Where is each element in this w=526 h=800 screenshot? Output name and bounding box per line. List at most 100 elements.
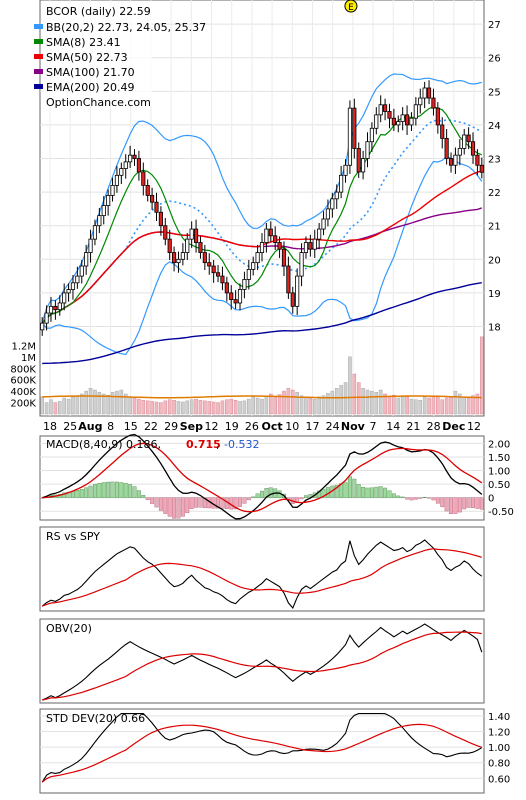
macd-histogram-bar xyxy=(365,487,370,498)
volume-bar xyxy=(273,396,277,415)
x-tick-label: 24 xyxy=(326,420,340,433)
candle-body xyxy=(356,148,361,173)
macd-histogram-bar xyxy=(238,497,242,507)
volume-bar xyxy=(119,389,124,415)
volume-bar xyxy=(172,400,176,415)
macd-histogram-bar xyxy=(62,492,67,498)
price-y-tick-label: 20 xyxy=(488,255,501,266)
volume-bar xyxy=(365,389,370,415)
macd-histogram-bar xyxy=(444,497,449,512)
x-tick-label: Dec xyxy=(442,420,465,433)
macd-histogram-bar xyxy=(391,493,396,498)
macd-histogram-bar xyxy=(457,497,462,513)
legend-swatch xyxy=(34,84,43,89)
legend-swatch xyxy=(34,54,43,59)
volume-bar xyxy=(225,399,229,415)
price-y-tick-label: 22 xyxy=(488,188,501,199)
candle-body xyxy=(189,228,194,240)
std-panel-frame xyxy=(39,708,485,794)
volume-bar xyxy=(356,382,361,415)
candle-body xyxy=(444,137,449,159)
candle-body xyxy=(229,292,234,301)
macd-histogram-bar xyxy=(435,497,440,504)
std-y-tick-label: 1.20 xyxy=(488,728,510,739)
macd-histogram-bar xyxy=(167,497,172,517)
volume-bar xyxy=(422,396,427,415)
volume-bar xyxy=(458,393,462,415)
volume-bar xyxy=(128,396,132,415)
candle-body xyxy=(136,158,141,173)
rs-panel: RS vs SPY xyxy=(41,530,483,610)
candle-body xyxy=(334,191,339,200)
volume-bar xyxy=(49,399,53,415)
candle-body xyxy=(106,195,111,206)
macd-histogram-bar xyxy=(471,497,475,508)
candle-body xyxy=(470,141,476,156)
volume-bar xyxy=(444,397,449,415)
macd-signal-value: 0.715 xyxy=(186,438,221,451)
macd-histogram-bar xyxy=(343,482,348,498)
macd-histogram-bar xyxy=(383,487,388,498)
candle-body xyxy=(255,252,260,264)
macd-histogram-bar xyxy=(387,490,392,498)
macd-histogram-bar xyxy=(304,495,308,498)
volume-bar xyxy=(466,397,471,415)
candle-body xyxy=(211,265,216,274)
macd-histogram-bar xyxy=(97,482,102,498)
price-legend: BCOR (daily) 22.59 BB(20,2) 22.73, 24.05,… xyxy=(34,2,206,109)
candle-body xyxy=(123,161,128,170)
macd-histogram-bar xyxy=(413,497,418,500)
macd-histogram-bar xyxy=(427,497,432,499)
candle-body xyxy=(259,242,265,253)
macd-histogram-bar xyxy=(449,497,453,515)
macd-histogram-bar xyxy=(123,483,128,498)
macd-histogram-bar xyxy=(361,487,366,498)
volume-bar xyxy=(238,401,242,415)
volume-bar xyxy=(62,397,66,415)
candle-body xyxy=(128,154,133,163)
macd-panel: 2.00 1.50 1.00 0.50 0 -0.50 MACD(8,40,9) 0.186… xyxy=(40,433,514,520)
rs-sma-line xyxy=(41,548,482,607)
candle-body xyxy=(150,195,155,203)
legend-backdrop xyxy=(42,2,152,106)
candle-body xyxy=(154,201,159,213)
volume-bar xyxy=(53,402,58,415)
volume-bar xyxy=(145,400,150,415)
volume-bar xyxy=(427,397,431,415)
std-sma-line xyxy=(41,723,482,783)
volume-bar xyxy=(277,394,282,415)
volume-bar xyxy=(436,396,440,415)
candle-body xyxy=(268,228,273,237)
macd-histogram-bar xyxy=(479,497,484,510)
std-y-tick-label: 0.60 xyxy=(488,774,510,785)
candle-body xyxy=(44,312,49,324)
candle-body xyxy=(312,238,317,250)
volume-bar xyxy=(229,398,234,415)
macd-histogram-bar xyxy=(466,497,471,508)
candle-body xyxy=(92,225,98,240)
candle-body xyxy=(264,228,269,243)
macd-histogram-bar xyxy=(154,497,159,508)
volume-bar xyxy=(203,400,207,415)
legend-item-label: SMA(100) 21.70 xyxy=(46,66,135,79)
candle-body xyxy=(110,184,115,196)
volume-bar xyxy=(242,400,247,415)
volume-bar xyxy=(189,399,194,415)
candle-body xyxy=(145,184,150,196)
macd-histogram-bar xyxy=(176,497,181,519)
obv-sma-line xyxy=(42,631,482,701)
macd-histogram-bar xyxy=(79,489,84,498)
candle-body xyxy=(369,127,374,143)
volume-bar xyxy=(260,398,264,415)
x-tick-label: Sep xyxy=(180,420,203,433)
candle-body xyxy=(462,134,467,149)
volume-bar xyxy=(163,400,168,415)
candle-body xyxy=(215,272,221,277)
macd-histogram-bar xyxy=(132,486,137,498)
volume-bar xyxy=(181,401,185,415)
candle-body xyxy=(352,107,357,149)
volume-tick-label: 1M xyxy=(21,353,36,364)
candle-body xyxy=(396,121,401,126)
macd-y-tick-label: 0.50 xyxy=(488,480,510,491)
